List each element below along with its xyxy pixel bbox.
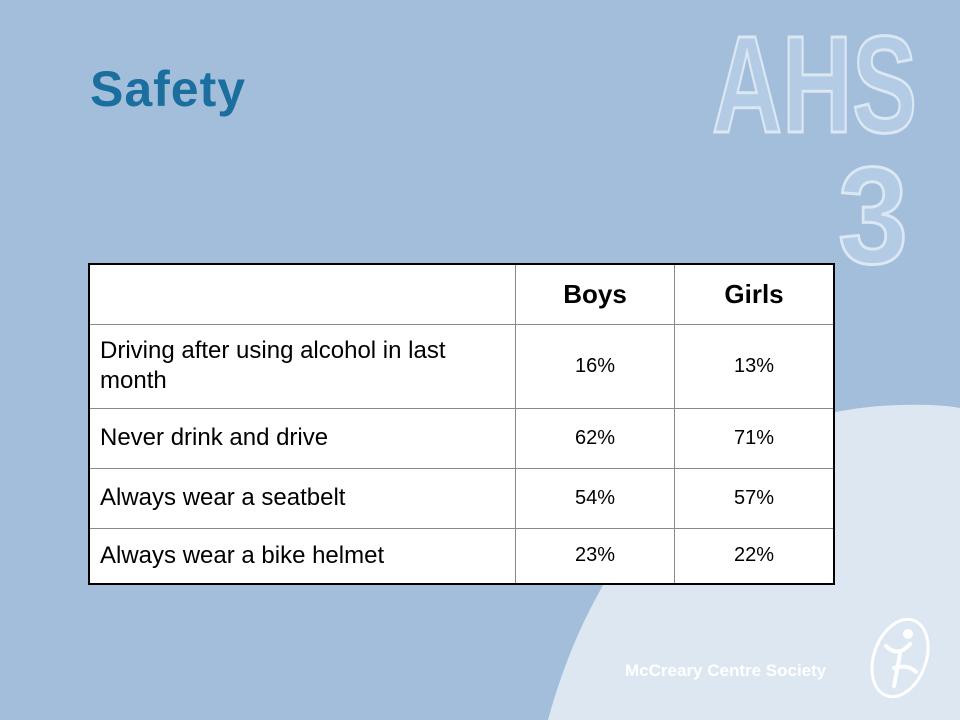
girls-value: 57% bbox=[674, 467, 835, 529]
header-boys: Boys bbox=[515, 263, 675, 325]
boys-value: 16% bbox=[515, 323, 675, 409]
boys-value: 54% bbox=[515, 467, 675, 529]
header-empty-cell bbox=[88, 263, 516, 325]
row-label: Always wear a seatbelt bbox=[88, 467, 516, 529]
boys-value: 62% bbox=[515, 407, 675, 469]
table-row: Always wear a bike helmet 23% 22% bbox=[88, 527, 835, 585]
slide-title: Safety bbox=[90, 61, 247, 117]
table-row: Never drink and drive 62% 71% bbox=[88, 407, 835, 469]
table-header-row: Boys Girls bbox=[88, 263, 835, 325]
girls-value: 22% bbox=[674, 527, 835, 585]
header-girls: Girls bbox=[674, 263, 835, 325]
girls-value: 13% bbox=[674, 323, 835, 409]
table-row: Always wear a seatbelt 54% 57% bbox=[88, 467, 835, 529]
footer-organization: McCreary Centre Society bbox=[625, 661, 827, 680]
boys-value: 23% bbox=[515, 527, 675, 585]
figure-logo-icon bbox=[870, 617, 930, 699]
safety-table: Boys Girls Driving after using alcohol i… bbox=[88, 263, 835, 585]
row-label: Never drink and drive bbox=[88, 407, 516, 469]
row-label: Driving after using alcohol in last mont… bbox=[88, 323, 516, 409]
girls-value: 71% bbox=[674, 407, 835, 469]
table-row: Driving after using alcohol in last mont… bbox=[88, 323, 835, 409]
row-label: Always wear a bike helmet bbox=[88, 527, 516, 585]
